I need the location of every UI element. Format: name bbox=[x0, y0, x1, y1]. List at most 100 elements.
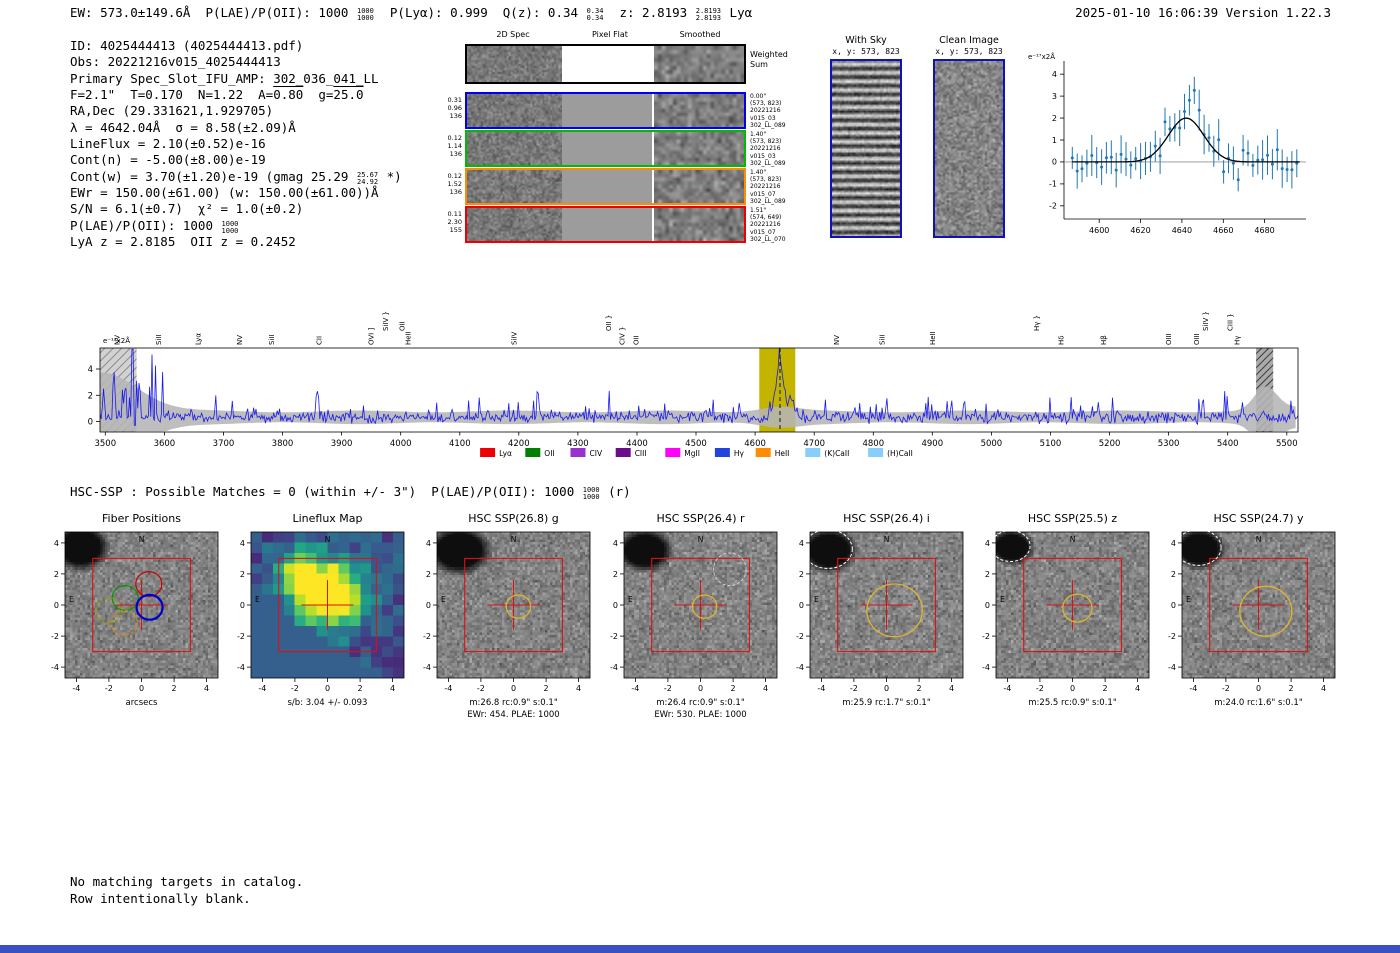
svg-text:4400: 4400 bbox=[626, 439, 648, 449]
svg-text:-4: -4 bbox=[51, 663, 59, 672]
zoom-ylabel: e⁻¹⁷x2Å bbox=[1028, 52, 1055, 61]
svg-text:-4: -4 bbox=[1168, 663, 1176, 672]
info-line-8: Cont(w) = 3.70(±1.20)e-19 (gmag 25.29 25… bbox=[70, 168, 402, 186]
svg-text:CIII: CIII bbox=[635, 449, 647, 458]
cutout-axis-ticks: -4 -4 -2 -2 0 0 2 2 4 4 bbox=[423, 539, 581, 693]
spec2d-row-4 bbox=[465, 206, 746, 243]
svg-text:NV: NV bbox=[833, 335, 841, 345]
zoom-errorbar-points bbox=[1070, 76, 1299, 192]
svg-text:4100: 4100 bbox=[449, 439, 471, 449]
psf-ellipse bbox=[990, 530, 1031, 562]
cutout-axis-ticks: -4 -4 -2 -2 0 0 2 2 4 4 bbox=[610, 539, 768, 693]
cutout-caption2: EWr: 454. PLAE: 1000 bbox=[467, 710, 559, 720]
info-line-5: λ = 4642.04Å σ = 8.58(±2.09)Å bbox=[70, 119, 296, 135]
svg-text:4: 4 bbox=[1171, 539, 1176, 548]
svg-text:4900: 4900 bbox=[921, 439, 943, 449]
info-line-6: LineFlux = 2.10(±0.52)e-16 bbox=[70, 136, 266, 152]
smoothed-image bbox=[654, 132, 744, 165]
svg-text:4: 4 bbox=[799, 539, 804, 548]
svg-text:SiIV }: SiIV } bbox=[382, 311, 390, 331]
compass-north: N bbox=[325, 535, 331, 544]
compass-east: E bbox=[69, 595, 74, 604]
svg-text:SiII: SiII bbox=[155, 334, 163, 345]
svg-text:4: 4 bbox=[1321, 684, 1326, 693]
spec2d-row-2 bbox=[465, 130, 746, 167]
svg-text:OVI ]: OVI ] bbox=[368, 328, 376, 345]
smoothed-image bbox=[654, 170, 744, 203]
svg-text:0: 0 bbox=[54, 601, 59, 610]
full-spectrum-plot: 3500 3600 3700 3800 3900 4000 4100 4200 4300 4400… bbox=[88, 311, 1299, 458]
cutout-overlay-6: HSC SSP(24.7) y -4 -4 -2 -2 0 0 2 2 4 4 N Em:24.0 rc… bbox=[1168, 512, 1336, 708]
bottom-border-bar bbox=[0, 945, 1400, 953]
svg-text:2: 2 bbox=[799, 570, 804, 579]
svg-text:HeII: HeII bbox=[404, 331, 412, 345]
stacked-value: 25.67 24.92 bbox=[356, 170, 379, 186]
svg-text:2: 2 bbox=[1052, 114, 1057, 123]
svg-text:OII: OII bbox=[544, 449, 554, 458]
cutout-title: Lineflux Map bbox=[292, 512, 362, 525]
svg-text:0: 0 bbox=[1171, 601, 1176, 610]
photometry-aperture bbox=[505, 594, 532, 619]
svg-text:4640: 4640 bbox=[1172, 226, 1192, 235]
svg-text:NV: NV bbox=[236, 335, 244, 345]
spec2d-cutouts-panel: 2D Spec Pixel Flat Smoothed Weighted Sum 0.31… bbox=[0, 0, 1400, 260]
compass-east: E bbox=[1186, 595, 1191, 604]
info-line-4: RA,Dec (29.331621,1.929705) bbox=[70, 103, 274, 119]
spec2d-image bbox=[467, 94, 562, 127]
svg-text:3900: 3900 bbox=[331, 439, 353, 449]
svg-text:0: 0 bbox=[325, 684, 330, 693]
svg-text:0: 0 bbox=[613, 601, 618, 610]
extraction-box bbox=[651, 557, 750, 653]
svg-text:0: 0 bbox=[511, 684, 516, 693]
spectrum-trace bbox=[99, 348, 1299, 426]
svg-text:1: 1 bbox=[1052, 136, 1057, 145]
cutout-axis-ticks: -4 -4 -2 -2 0 0 2 2 4 4 bbox=[982, 539, 1140, 693]
psf-ellipse bbox=[803, 529, 853, 569]
svg-text:(H)CaII: (H)CaII bbox=[887, 449, 913, 458]
svg-text:OII: OII bbox=[632, 335, 640, 345]
svg-text:4: 4 bbox=[54, 539, 59, 548]
stacked-value: 0.34 0.34 bbox=[586, 6, 604, 22]
info-line-0: ID: 4025444413 (4025444413.pdf) bbox=[70, 38, 304, 53]
neighbor-ellipse bbox=[713, 552, 747, 587]
svg-text:0: 0 bbox=[240, 601, 245, 610]
svg-text:OII }: OII } bbox=[605, 315, 613, 331]
compass-east: E bbox=[814, 595, 819, 604]
svg-text:0: 0 bbox=[985, 601, 990, 610]
spec2d-column-header: Pixel Flat bbox=[592, 30, 628, 39]
svg-text:CIV: CIV bbox=[590, 449, 603, 458]
svg-text:Lyα: Lyα bbox=[499, 449, 512, 458]
svg-text:-2: -2 bbox=[477, 684, 485, 693]
svg-text:0: 0 bbox=[698, 684, 703, 693]
spec2d-row-0 bbox=[465, 44, 746, 84]
svg-text:-4: -4 bbox=[817, 684, 825, 693]
svg-text:4: 4 bbox=[426, 539, 431, 548]
svg-text:-2: -2 bbox=[1222, 684, 1230, 693]
info-line-3: F=2.1" T=0.170 N=1.22 A=0.80 g=25.0 bbox=[70, 87, 364, 103]
noise-envelope bbox=[100, 372, 1296, 432]
svg-text:-2: -2 bbox=[1168, 632, 1176, 641]
svg-text:OII: OII bbox=[398, 321, 406, 331]
svg-text:4: 4 bbox=[1052, 70, 1057, 79]
svg-text:4000: 4000 bbox=[390, 439, 412, 449]
svg-text:(K)CaII: (K)CaII bbox=[824, 449, 849, 458]
clean-image-panel: Clean Image x, y: 573, 823 bbox=[924, 35, 1014, 238]
zoom-y-ticks: -2 -1 0 1 2 3 4 bbox=[1049, 70, 1064, 211]
svg-text:0: 0 bbox=[799, 601, 804, 610]
svg-text:2: 2 bbox=[1171, 570, 1176, 579]
svg-text:SiII: SiII bbox=[268, 334, 276, 345]
gaussian-fit-curve bbox=[1072, 117, 1300, 163]
clean-image-title: Clean Image bbox=[939, 35, 999, 46]
pixel-flat-image bbox=[562, 170, 654, 203]
extraction-box bbox=[92, 557, 191, 653]
cutout-caption2: EWr: 530. PLAE: 1000 bbox=[654, 710, 746, 720]
svg-text:Lyα: Lyα bbox=[195, 333, 203, 345]
stacked-value: 1000 1000 bbox=[356, 6, 374, 22]
info-line-12: LyA z = 2.8185 OII z = 0.2452 bbox=[70, 234, 296, 250]
svg-text:4600: 4600 bbox=[1089, 226, 1109, 235]
svg-text:Hγ: Hγ bbox=[734, 449, 745, 458]
line-legend: Lyα OII CIV CIII MgII Hγ HeII (K)CaII (H)CaII bbox=[480, 448, 913, 458]
svg-text:CIV }: CIV } bbox=[619, 327, 627, 345]
cutout-axis-ticks: -4 -4 -2 -2 0 0 2 2 4 4 bbox=[796, 539, 954, 693]
